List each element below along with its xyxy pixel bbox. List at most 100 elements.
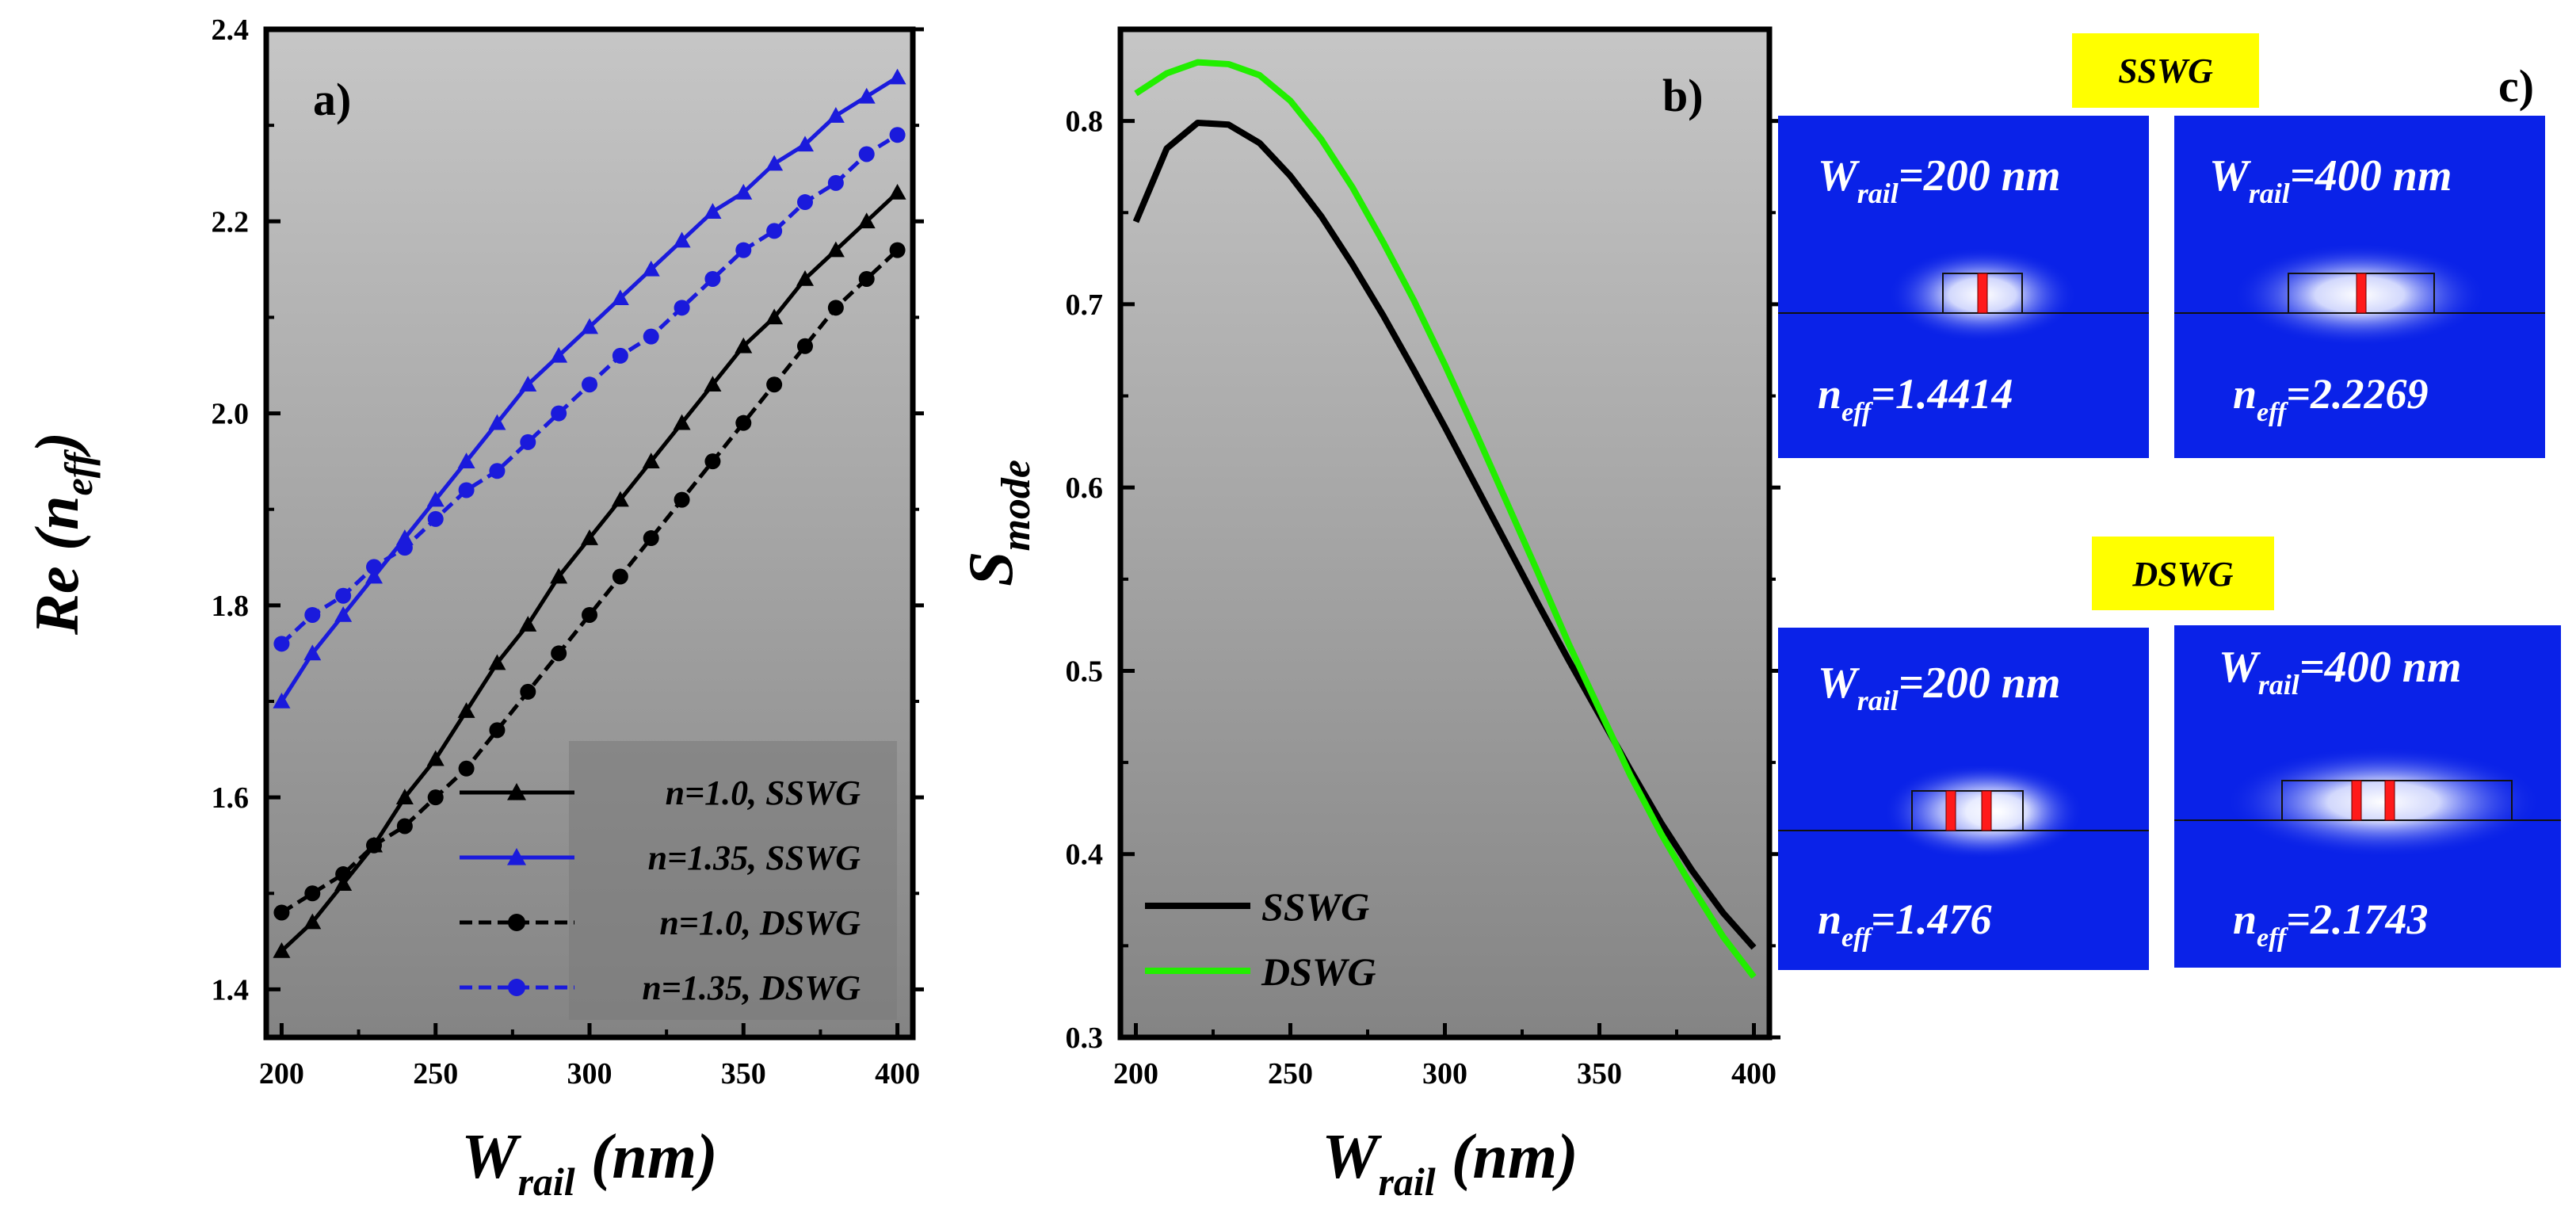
silicon-rail: [2351, 780, 2362, 821]
panel-a-legend-item: n=1.35, DSWG: [460, 968, 861, 1007]
data-point: [581, 529, 598, 545]
sswg-tag-box: [2072, 33, 2259, 108]
data-point: [611, 289, 629, 305]
panel-b-xtick-label: 400: [1731, 1057, 1776, 1090]
data-point: [735, 183, 753, 200]
panel-b-ytick-label: 0.6: [1066, 472, 1104, 505]
data-point: [273, 941, 291, 958]
panel-b-series-line-1: [1134, 59, 1757, 980]
legend-marker: [508, 979, 525, 996]
panel-a-series-2: [273, 242, 906, 921]
data-point: [611, 491, 629, 507]
panel-b-ticks: 200 250 300 350 400 0.3 0.4 0.5 0.6 0.7 0.8: [1066, 105, 1780, 1090]
map-sswg-400-n-label: neff=2.2269: [2233, 370, 2428, 427]
data-point: [827, 300, 844, 316]
data-point: [735, 414, 752, 431]
panel-b-ytick-label: 0.4: [1066, 838, 1104, 872]
panel-a-ylabel: Re (neff): [22, 432, 101, 636]
data-point: [704, 453, 721, 470]
data-point: [826, 241, 845, 258]
legend-label: SSWG: [1261, 884, 1369, 929]
map-sswg-200-w-label: Wrail=200 nm: [1818, 151, 2060, 209]
data-point: [304, 606, 321, 623]
map-dswg-400-n-label: neff=2.1743: [2233, 896, 2428, 953]
data-point: [334, 875, 353, 891]
panel-a-series: [273, 68, 906, 958]
data-point: [273, 693, 291, 708]
data-point: [888, 68, 906, 85]
data-point: [735, 337, 753, 353]
data-point: [551, 645, 567, 662]
panel-a-ytick-label: 2.0: [212, 398, 250, 431]
panel-a-xlabel: Wrail (nm): [461, 1122, 717, 1204]
panel-b-xtick-label: 350: [1577, 1057, 1622, 1090]
data-point: [889, 242, 906, 258]
mode-map-sswg-400: Wrail=400 nm neff=2.2269: [2174, 116, 2545, 458]
data-point: [612, 568, 628, 585]
panel-b-ytick-label: 0.8: [1066, 105, 1104, 139]
data-point: [858, 146, 875, 162]
panel-a-chart: 200 250 300 350 400 1.4 1.6 1.8 2.0 2.2 2.4 a) n=1…: [22, 13, 924, 1204]
data-point: [396, 818, 413, 835]
panel-a-ytick-label: 1.6: [212, 781, 250, 815]
panel-a-ytick-label: 1.8: [212, 590, 250, 623]
data-point: [489, 722, 506, 739]
data-point: [489, 463, 506, 479]
data-point: [273, 904, 290, 921]
data-point: [458, 482, 475, 498]
silicon-rail: [2356, 273, 2367, 314]
data-point: [612, 347, 628, 364]
data-point: [303, 913, 322, 930]
data-point: [426, 750, 445, 766]
data-point: [889, 127, 906, 143]
data-point: [827, 174, 844, 191]
panel-a-xtick-label: 350: [721, 1057, 766, 1090]
legend-marker: [507, 783, 526, 800]
data-point: [735, 242, 752, 258]
panel-b-xtick-label: 300: [1422, 1057, 1467, 1090]
legend-marker: [508, 914, 525, 931]
data-point: [826, 107, 845, 123]
data-point: [642, 453, 660, 468]
data-point: [765, 308, 784, 325]
data-point: [488, 654, 506, 670]
panel-b-chart: 200 250 300 350 400 0.3 0.4 0.5 0.6 0.7 0.8 b) SSW…: [956, 26, 1780, 1204]
panel-b-series-line-0: [1132, 119, 1757, 950]
data-point: [427, 510, 444, 527]
panel-a-legend: n=1.0, SSWG n=1.35, SSWG n=1.0, DSWG n=1.35…: [460, 741, 897, 1020]
map-sswg-400-w-label: Wrail=400 nm: [2209, 151, 2452, 209]
panel-a-legend-box: [569, 741, 897, 1020]
data-point: [796, 136, 814, 152]
data-point: [674, 300, 690, 316]
map-dswg-200-n-label: neff=1.476: [1818, 896, 1991, 953]
data-point: [335, 866, 352, 883]
panel-a-ytick-label: 1.4: [212, 973, 250, 1006]
data-point: [643, 328, 659, 345]
data-point: [888, 183, 906, 200]
data-point: [857, 212, 876, 229]
data-point: [858, 270, 875, 287]
data-point: [520, 433, 536, 450]
data-point: [458, 760, 475, 777]
panel-c-letter: c): [2498, 60, 2534, 112]
silicon-rail: [1977, 273, 1988, 314]
data-point: [457, 453, 475, 468]
map-sswg-200-n-label: neff=1.4414: [1818, 370, 2013, 427]
data-point: [427, 789, 444, 806]
data-point: [366, 837, 382, 854]
panel-a-ytick-label: 2.2: [212, 205, 250, 239]
data-point: [581, 318, 598, 334]
panel-b-legend-item: SSWG: [1145, 884, 1369, 929]
panel-b-series: [1132, 59, 1757, 980]
data-point: [366, 559, 382, 575]
mode-map-dswg-200: Wrail=200 nm neff=1.476: [1778, 628, 2149, 970]
map-dswg-200-w-label: Wrail=200 nm: [1818, 659, 2060, 716]
data-point: [796, 269, 814, 286]
panel-b-xtick-label: 250: [1268, 1057, 1313, 1090]
panel-a-series-3: [273, 127, 906, 652]
panel-a-legend-item: n=1.0, SSWG: [460, 773, 861, 812]
panel-a-ytick-label: 2.4: [212, 13, 250, 47]
panel-b-legend-item: DSWG: [1145, 949, 1376, 994]
dswg-tag-box: [2092, 537, 2274, 610]
